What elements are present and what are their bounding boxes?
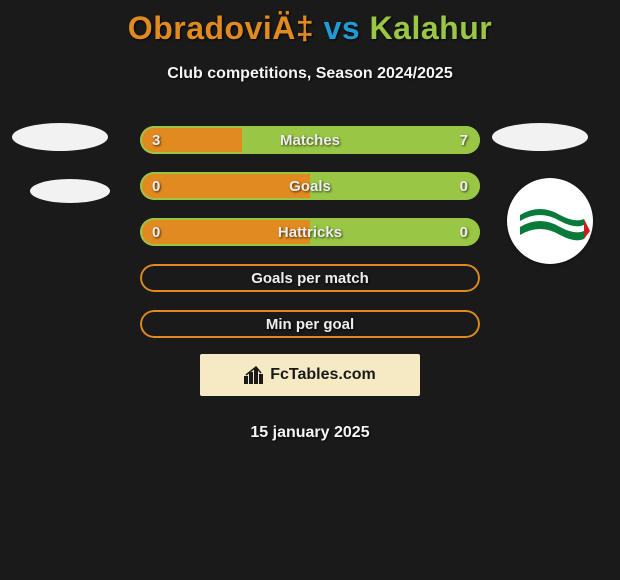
stat-bar-left-value: 0 bbox=[152, 218, 160, 246]
stat-bar-right-value: 0 bbox=[460, 172, 468, 200]
stat-bar-border bbox=[140, 264, 480, 292]
title-left: ObradoviÄ‡ bbox=[128, 10, 314, 46]
stat-bar-left-fill bbox=[140, 218, 310, 246]
stat-bar: Goals00 bbox=[140, 172, 480, 200]
stat-bar-right-fill bbox=[310, 172, 480, 200]
team-logo-placeholder bbox=[30, 179, 110, 203]
title-vs: vs bbox=[314, 10, 369, 46]
page-title: ObradoviÄ‡ vs Kalahur bbox=[0, 0, 620, 47]
attribution-text: FcTables.com bbox=[270, 366, 376, 384]
stat-bar-label: Goals per match bbox=[140, 264, 480, 292]
stat-bar-border bbox=[140, 310, 480, 338]
stat-bar-left-value: 0 bbox=[152, 172, 160, 200]
stat-bar: Min per goal bbox=[140, 310, 480, 338]
attribution-badge: FcTables.com bbox=[200, 354, 420, 396]
stat-bar: Hattricks00 bbox=[140, 218, 480, 246]
date-line: 15 january 2025 bbox=[0, 424, 620, 442]
stat-bar-right-value: 0 bbox=[460, 218, 468, 246]
team-crest bbox=[507, 178, 593, 264]
team-logo-placeholder bbox=[492, 123, 588, 151]
title-right: Kalahur bbox=[370, 10, 493, 46]
stat-bar-right-value: 7 bbox=[460, 126, 468, 154]
stat-bar-left-fill bbox=[140, 172, 310, 200]
chart-bars-icon bbox=[244, 366, 264, 384]
stat-bar-right-fill bbox=[242, 126, 480, 154]
subtitle: Club competitions, Season 2024/2025 bbox=[0, 65, 620, 83]
stat-bar: Goals per match bbox=[140, 264, 480, 292]
team-logo-placeholder bbox=[12, 123, 108, 151]
comparison-bars: Matches37Goals00Hattricks00Goals per mat… bbox=[140, 126, 480, 356]
stat-bar-right-fill bbox=[310, 218, 480, 246]
stat-bar-left-value: 3 bbox=[152, 126, 160, 154]
stat-bar: Matches37 bbox=[140, 126, 480, 154]
stat-bar-label: Min per goal bbox=[140, 310, 480, 338]
